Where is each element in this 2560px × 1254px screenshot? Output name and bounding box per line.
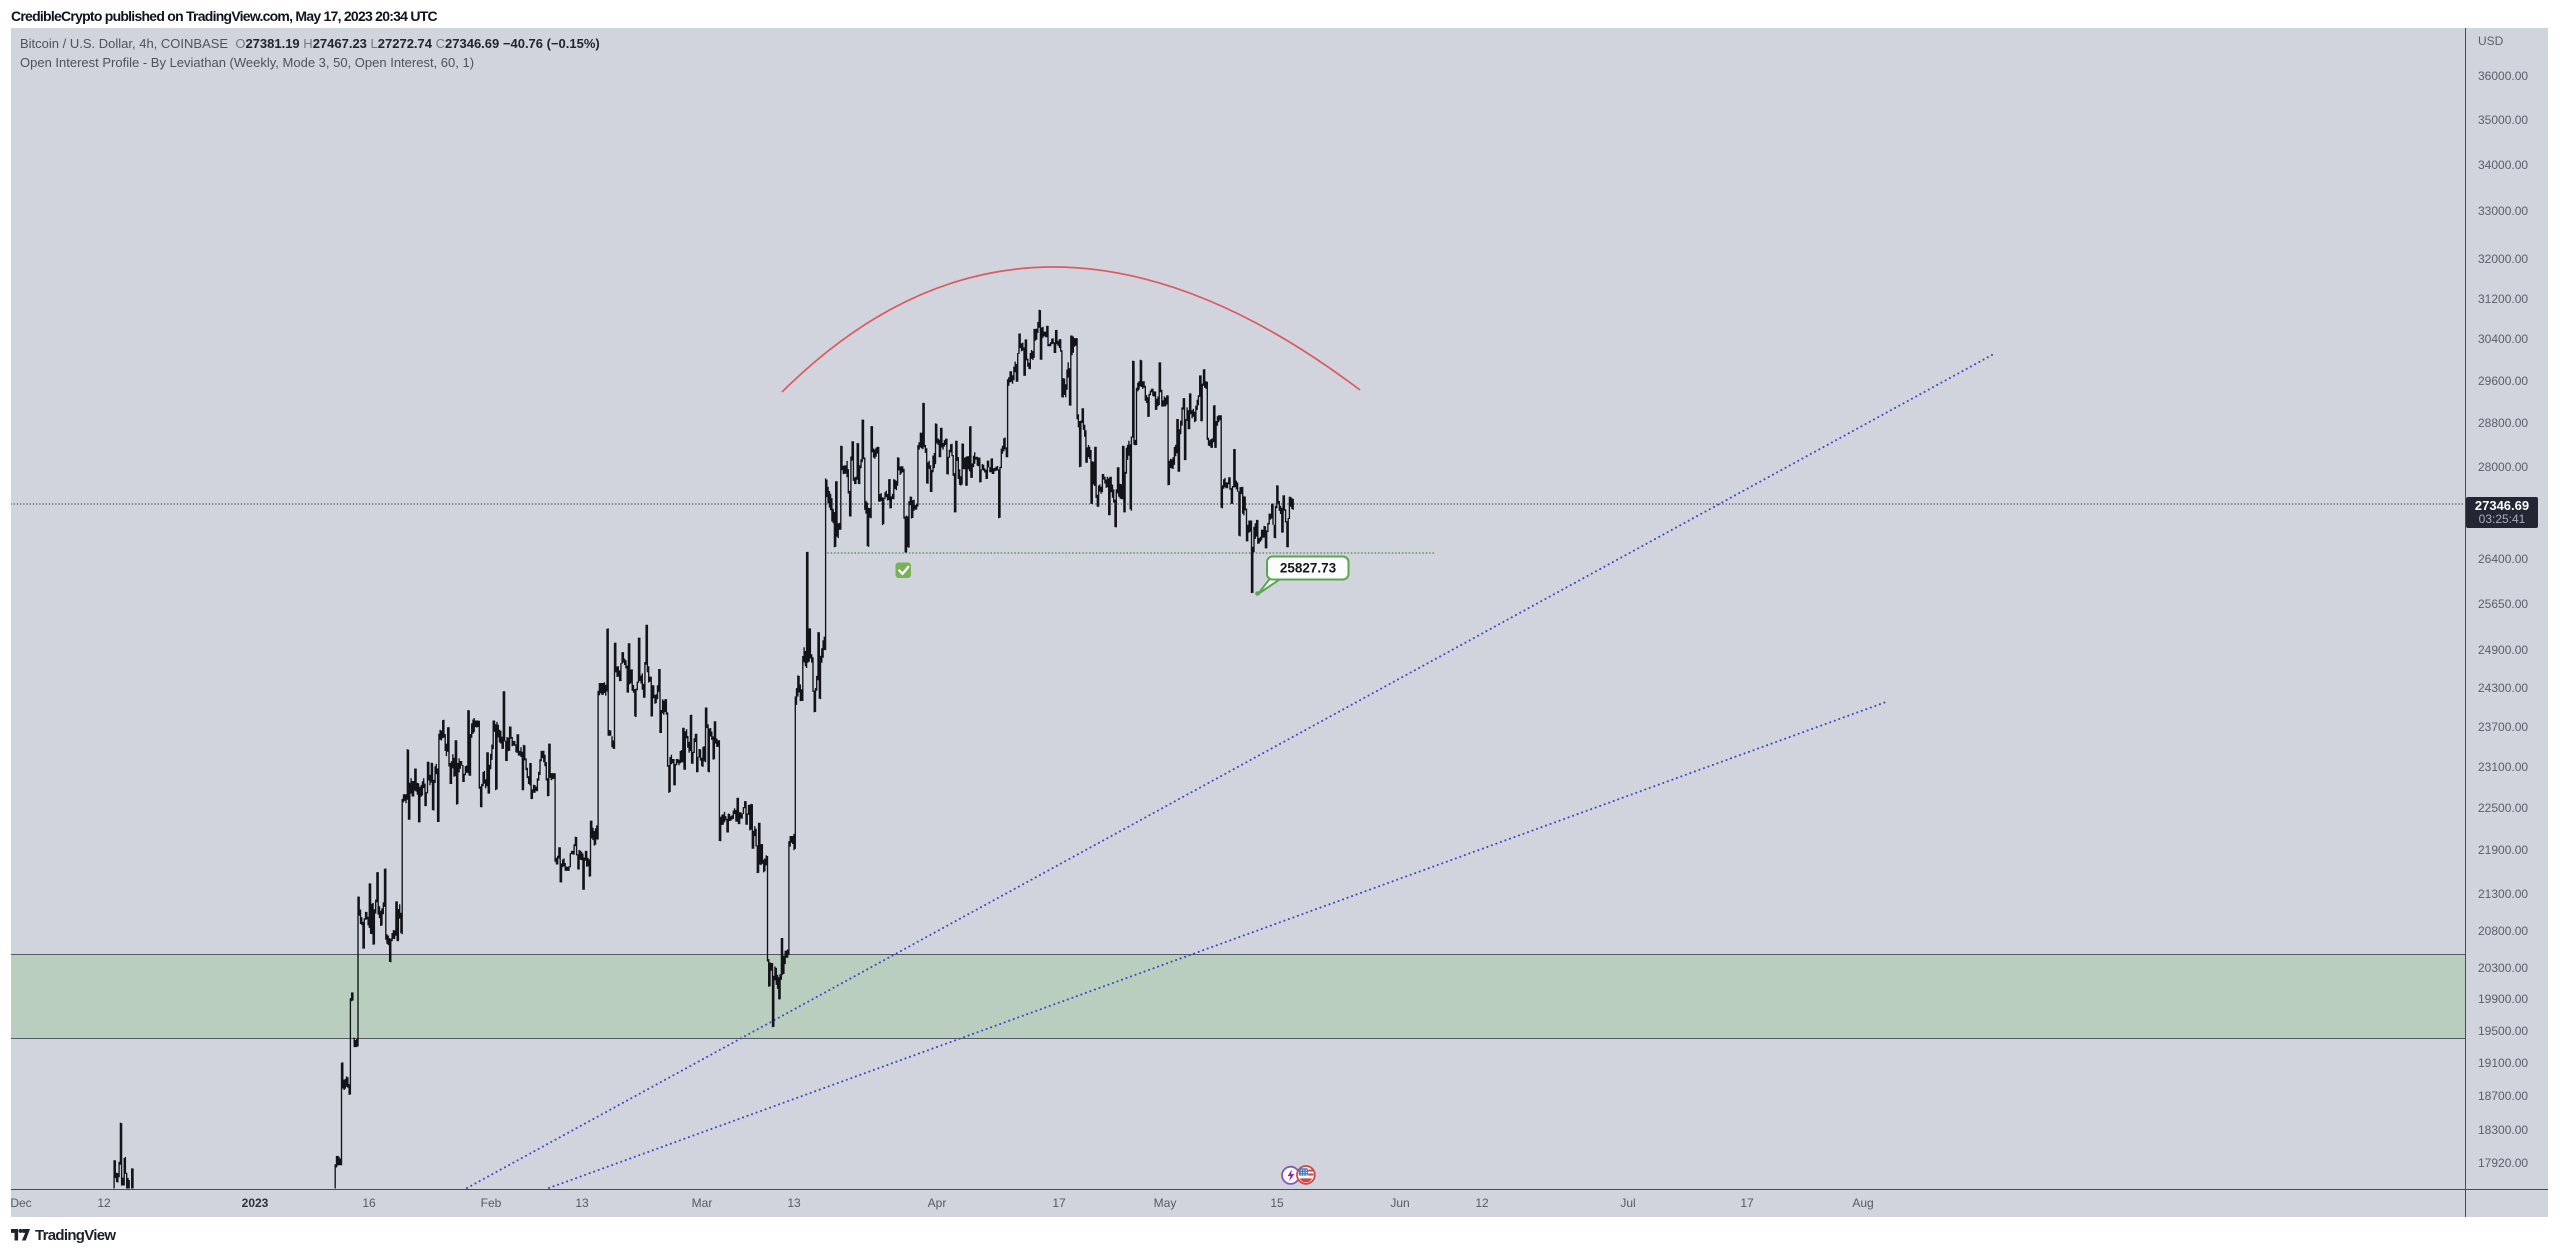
svg-text:25827.73: 25827.73 xyxy=(1280,561,1337,576)
